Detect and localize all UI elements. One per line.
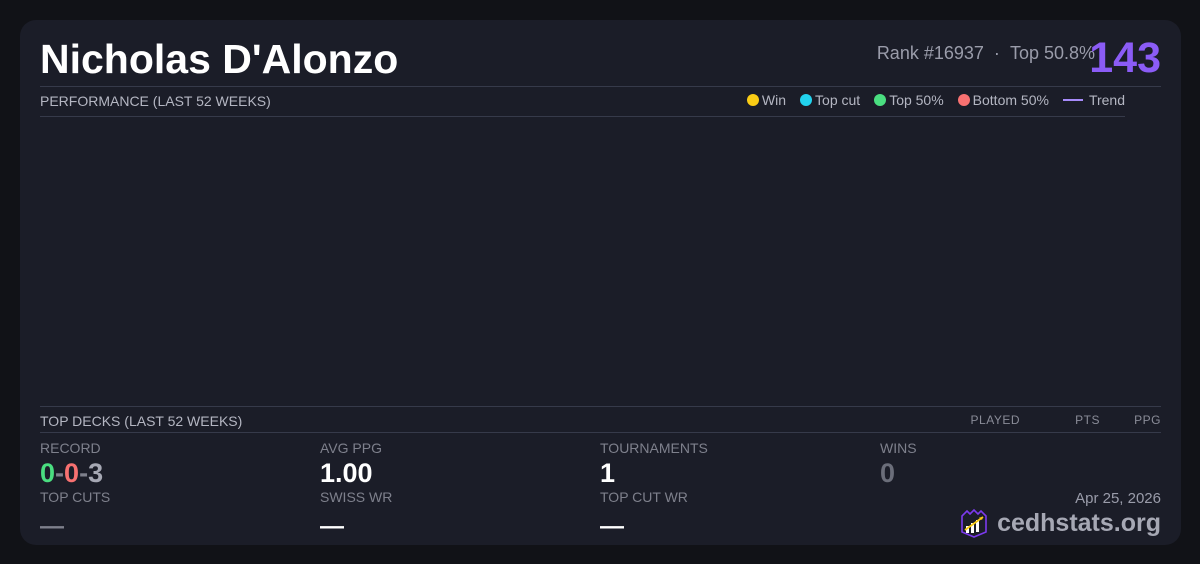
performance-title: PERFORMANCE (LAST 52 WEEKS) xyxy=(40,93,271,109)
avg-ppg-value: 1.00 xyxy=(320,458,373,488)
record-sep: - xyxy=(79,458,89,488)
player-card: Nicholas D'Alonzo Rank #16937 · Top 50.8… xyxy=(20,20,1181,545)
date: Apr 25, 2026 xyxy=(1075,490,1161,507)
top-decks-title: TOP DECKS (LAST 52 WEEKS) xyxy=(40,413,243,429)
stat-label: TOP CUTS xyxy=(40,489,111,505)
stat-label: TOURNAMENTS xyxy=(600,440,708,456)
top-cut-wr-value: — xyxy=(600,513,624,540)
col-pts: PTS xyxy=(1075,413,1100,427)
wins-value: 0 xyxy=(880,458,896,488)
brand-name: cedhstats.org xyxy=(997,508,1161,537)
legend-label: Top cut xyxy=(815,92,861,108)
stat-record: RECORD 0-0-3 TOP CUTS — xyxy=(40,440,300,541)
top-cut-dot-icon xyxy=(800,94,813,106)
record-value: 0-0-3 xyxy=(40,458,300,489)
stat-label: RECORD xyxy=(40,440,101,456)
divider xyxy=(40,432,1161,433)
brand: cedhstats.org xyxy=(959,508,1161,538)
record-draws: 3 xyxy=(88,458,104,488)
win-dot-icon xyxy=(746,94,759,106)
legend-label: Bottom 50% xyxy=(972,92,1049,108)
top-cuts-value: — xyxy=(40,513,64,540)
top-percent: Top 50.8% xyxy=(1009,43,1095,63)
stat-avg-ppg: AVG PPG 1.00 SWISS WR — xyxy=(320,440,580,541)
swiss-wr-value: — xyxy=(320,513,344,540)
stat-wins: WINS 0 xyxy=(880,440,1140,489)
col-ppg: PPG xyxy=(1134,413,1161,427)
trend-line-icon xyxy=(1062,99,1083,101)
top-50-dot-icon xyxy=(874,94,887,106)
legend-top-50: Top 50% xyxy=(874,92,944,108)
stat-label: WINS xyxy=(880,440,917,456)
record-wins: 0 xyxy=(40,458,56,488)
legend-trend: Trend xyxy=(1062,92,1125,108)
score: 143 xyxy=(1089,34,1161,82)
divider xyxy=(40,86,1161,87)
rank-line: Rank #16937 · Top 50.8% xyxy=(877,43,1095,64)
stat-label: AVG PPG xyxy=(320,440,382,456)
tournaments-value: 1 xyxy=(600,458,616,488)
legend-top-cut: Top cut xyxy=(800,92,860,108)
bottom-50-dot-icon xyxy=(957,94,970,106)
performance-chart-area xyxy=(40,117,1125,405)
legend-bottom-50: Bottom 50% xyxy=(957,92,1049,108)
legend-win: Win xyxy=(746,92,787,108)
legend-label: Win xyxy=(761,92,787,108)
player-name: Nicholas D'Alonzo xyxy=(40,36,399,82)
stat-label: SWISS WR xyxy=(320,489,393,505)
legend-label: Top 50% xyxy=(889,92,944,108)
cedhstats-logo-icon xyxy=(961,508,987,538)
stat-tournaments: TOURNAMENTS 1 TOP CUT WR — xyxy=(600,440,860,541)
stat-label: TOP CUT WR xyxy=(600,489,688,505)
separator: · xyxy=(993,43,1000,63)
divider xyxy=(40,406,1161,407)
rank: Rank #16937 xyxy=(876,43,984,63)
col-played: PLAYED xyxy=(970,413,1020,427)
record-sep: - xyxy=(55,458,65,488)
record-losses: 0 xyxy=(64,458,80,488)
legend-label: Trend xyxy=(1088,92,1125,108)
chart-legend: Win Top cut Top 50% Bottom 50% Trend xyxy=(746,92,1125,108)
divider xyxy=(40,116,1125,117)
